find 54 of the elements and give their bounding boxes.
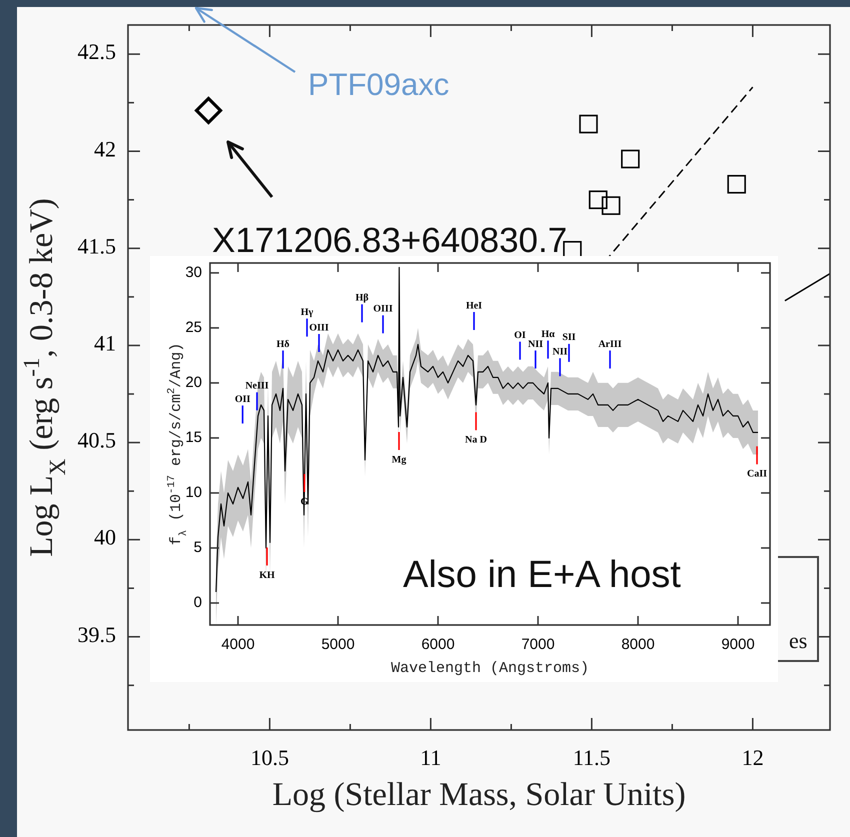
annotation: Hβ [355, 292, 369, 304]
y-tick-label: 41 [94, 330, 116, 356]
annotation: HeI [466, 300, 482, 312]
annotation: CaII [746, 468, 768, 480]
y-tick-label: 30 [185, 264, 202, 281]
y-tick-label: 20 [185, 374, 202, 391]
point [621, 150, 640, 168]
point [602, 196, 620, 215]
y-tick-label: 15 [185, 428, 202, 446]
annotation: Na D [465, 434, 487, 446]
point [727, 174, 746, 194]
y-tick-label: 0 [194, 594, 202, 611]
y-tick-label: 5 [194, 538, 202, 556]
y-tick-label: 40 [94, 524, 116, 550]
annotation: Hγ [300, 306, 314, 318]
annotation: PTF09axc [308, 67, 450, 102]
point [588, 190, 608, 210]
x-tick-label: 11 [420, 745, 442, 770]
x-tick-label: 10.5 [250, 745, 289, 770]
annotation: Hα [541, 328, 556, 340]
annotation: Hδ [276, 338, 290, 350]
x-tick-label: 4000 [221, 636, 255, 653]
y-tick-label: 41.5 [78, 233, 116, 258]
annotation: NII [552, 346, 568, 358]
annotation: X171206.83+640830.7 [212, 221, 568, 260]
x-tick-label: 8000 [621, 636, 655, 653]
x-axis-title: Log (Stellar Mass, Solar Units) [272, 777, 686, 813]
x-tick-label: 5000 [321, 636, 355, 653]
annotation: ArIII [598, 338, 622, 350]
x-tick-label: 7000 [521, 636, 555, 653]
annotation: OIII [373, 304, 393, 315]
x-tick-label: 12 [742, 745, 764, 770]
y-tick-label: 42.5 [78, 39, 116, 64]
annotation: OIII [309, 322, 329, 334]
x-tick-label: 9000 [721, 636, 755, 653]
x-axis-title: Wavelength (Angstroms) [390, 660, 590, 677]
annotation: Mg [392, 454, 406, 466]
annotation: SII [562, 332, 576, 344]
y-tick-label: 25 [185, 318, 202, 336]
annotation: es [789, 628, 808, 653]
annotation: NeIII [245, 380, 269, 392]
y-tick-label: 42 [94, 136, 116, 162]
annotation: KH [259, 570, 275, 581]
annotation: NII [528, 338, 544, 350]
x-tick-label: 11.5 [572, 745, 611, 770]
y-tick-label: 10 [185, 484, 202, 501]
point [194, 96, 222, 124]
x-tick-label: 6000 [421, 636, 455, 653]
point [579, 114, 598, 134]
annotation: OI [514, 330, 526, 341]
y-tick-label: 39.5 [78, 622, 116, 647]
y-tick-label: 40.5 [78, 428, 116, 453]
annotation: Also in E+A host [403, 554, 682, 596]
annotation: OII [234, 394, 250, 405]
